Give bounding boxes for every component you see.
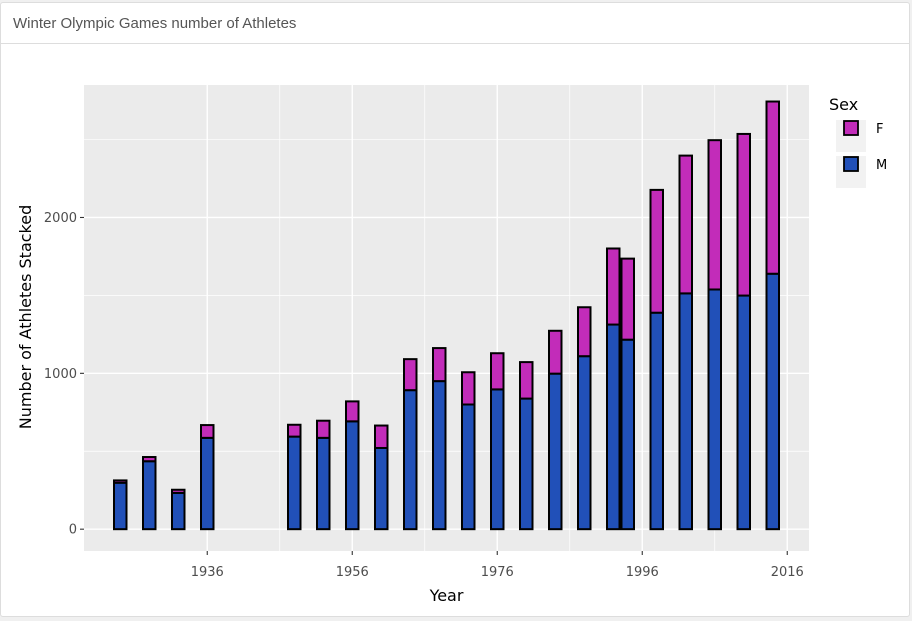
bar-m-1948 — [287, 435, 302, 531]
bar-f-1976 — [490, 352, 505, 391]
bar-f-1972 — [461, 371, 476, 406]
bar-m-1968 — [432, 380, 447, 531]
bar-f-1964 — [403, 358, 418, 392]
legend-title: Sex — [829, 95, 858, 114]
legend-label-F: F — [876, 122, 883, 137]
bar-f-1988 — [577, 306, 592, 358]
bar-m-1984 — [548, 372, 563, 531]
axis-ticks: 0 1000 2000 1936 1956 1976 1996 2016 — [44, 211, 804, 580]
bars — [113, 100, 780, 531]
bar-m-2002 — [678, 292, 693, 531]
legend-swatch-F — [843, 120, 859, 136]
x-axis-title: Year — [429, 586, 464, 605]
legend-label-M: M — [876, 158, 887, 173]
bar-m-1994 — [620, 338, 635, 531]
bar-m-1952 — [316, 436, 331, 531]
bar-f-1998 — [649, 188, 664, 314]
x-tick-label: 1956 — [336, 565, 369, 580]
bar-f-1994 — [620, 257, 635, 341]
bar-f-1936 — [200, 424, 215, 439]
bar-m-2014 — [765, 272, 780, 531]
legend: Sex F M — [829, 95, 887, 188]
bar-f-1948 — [287, 423, 302, 438]
bar-f-1984 — [548, 329, 563, 375]
x-tick-label: 1996 — [626, 565, 659, 580]
bar-f-1960 — [374, 424, 389, 449]
bar-m-1980 — [519, 397, 534, 531]
x-tick-label: 1936 — [191, 565, 224, 580]
bar-f-1952 — [316, 419, 331, 439]
bar-f-1980 — [519, 361, 534, 400]
bar-m-2010 — [736, 294, 751, 531]
panel-title: Winter Olympic Games number of Athletes — [13, 15, 297, 32]
bar-m-1976 — [490, 388, 505, 531]
bar-m-1924 — [113, 481, 128, 531]
bar-f-2010 — [736, 132, 751, 297]
bar-m-1988 — [577, 355, 592, 531]
y-axis-title: Number of Athletes Stacked — [16, 205, 35, 430]
bar-m-1960 — [374, 446, 389, 531]
bar-f-2014 — [765, 100, 780, 275]
bar-m-1972 — [461, 403, 476, 531]
bar-m-1992 — [606, 323, 621, 531]
bar-f-1924 — [113, 479, 128, 484]
bar-f-1992 — [606, 247, 621, 326]
bar-m-1956 — [345, 420, 360, 531]
bar-m-1964 — [403, 389, 418, 531]
y-tick-label: 2000 — [44, 211, 77, 226]
bar-f-1956 — [345, 400, 360, 423]
y-tick-label: 0 — [69, 523, 77, 538]
legend-swatch-M — [843, 156, 859, 172]
bar-m-2006 — [707, 288, 722, 531]
y-tick-label: 1000 — [44, 367, 77, 382]
x-tick-label: 2016 — [771, 565, 804, 580]
bar-m-1998 — [649, 311, 664, 531]
panel-header: Winter Olympic Games number of Athletes — [1, 3, 909, 44]
bar-m-1928 — [142, 460, 157, 531]
bar-f-2006 — [707, 139, 722, 291]
bar-m-1936 — [200, 436, 215, 531]
x-tick-label: 1976 — [481, 565, 514, 580]
bar-f-1928 — [142, 456, 157, 463]
bar-f-1932 — [171, 488, 186, 494]
bar-m-1932 — [171, 491, 186, 531]
bar-f-2002 — [678, 154, 693, 295]
bar-f-1968 — [432, 347, 447, 383]
